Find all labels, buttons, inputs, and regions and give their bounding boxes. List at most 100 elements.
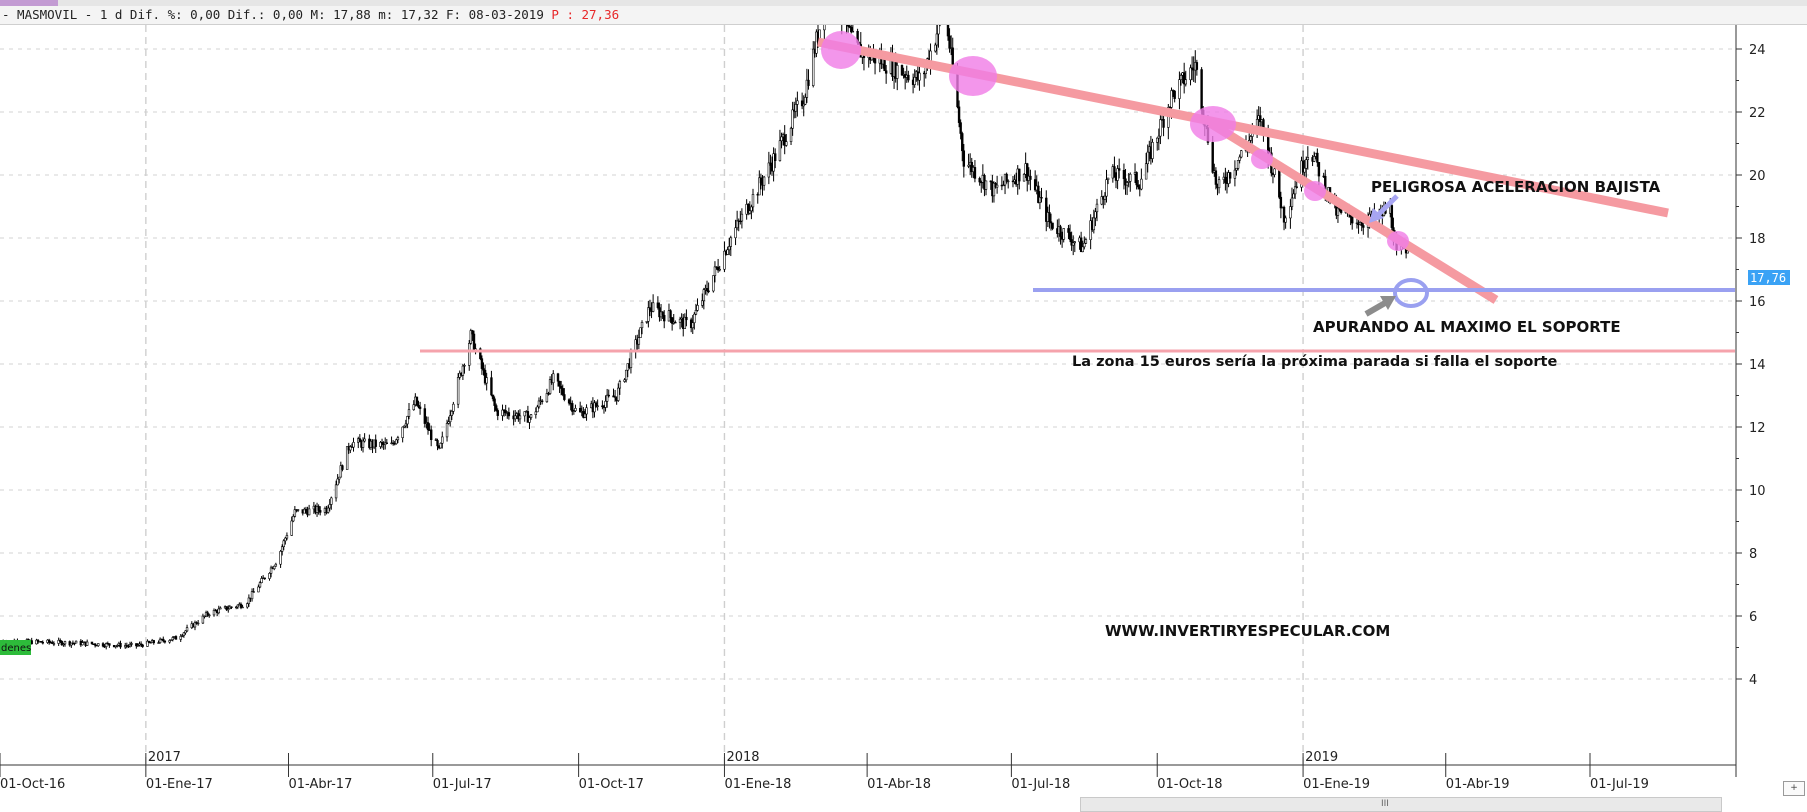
candle-body	[246, 603, 249, 608]
candle-body	[293, 509, 297, 517]
candle-body	[935, 33, 939, 46]
candle-body	[193, 622, 197, 628]
candle-body	[1279, 196, 1283, 209]
candle-body	[1168, 106, 1172, 109]
candle-body	[260, 578, 263, 584]
candle-body	[989, 180, 992, 183]
candle-body	[701, 300, 704, 306]
year-label: 2019	[1305, 750, 1338, 765]
candle-body	[1278, 168, 1281, 198]
y-tick-label: 8	[1749, 547, 1757, 562]
candle-body	[791, 109, 794, 129]
x-tick-label: 01-Ene-17	[146, 777, 213, 792]
y-tick-label: 16	[1749, 295, 1766, 310]
candle-body	[1129, 173, 1132, 182]
candle-body	[637, 337, 641, 345]
candle-body	[807, 79, 810, 86]
y-tick-label: 4	[1749, 673, 1757, 688]
candle-body	[456, 377, 460, 405]
candle-body	[59, 640, 62, 642]
candle-body	[119, 642, 122, 648]
candle-body	[1124, 178, 1127, 186]
candle-body	[1100, 196, 1103, 205]
candle-body	[496, 410, 499, 416]
candle-body	[258, 582, 262, 588]
candle-body	[656, 302, 660, 308]
candle-body	[735, 220, 739, 229]
candle-body	[1022, 174, 1026, 182]
candle-body	[290, 520, 293, 536]
candle-body	[257, 586, 260, 593]
candle-body	[574, 407, 577, 412]
candle-body	[1156, 137, 1159, 143]
candle-body	[748, 210, 752, 214]
candle-body	[518, 415, 522, 420]
candle-body	[805, 79, 809, 98]
candle-body	[219, 607, 222, 610]
horizontal-scrollbar[interactable]: III	[1080, 797, 1722, 812]
candle-body	[559, 386, 563, 389]
candle-body	[471, 330, 474, 335]
candle-body	[804, 97, 807, 105]
candle-body	[328, 504, 331, 509]
candle-body	[1029, 175, 1032, 180]
candle-body	[970, 161, 973, 172]
candle-body	[1081, 246, 1084, 253]
price-chart[interactable]: 468101214161820222426 01-Oct-1601-Ene-17…	[0, 25, 1807, 795]
scrollbar-grip[interactable]: III	[1381, 799, 1389, 809]
candle-body	[962, 150, 966, 167]
overlays	[420, 31, 1735, 353]
candle-body	[494, 405, 498, 411]
x-tick-label: 01-Jul-18	[1011, 777, 1070, 792]
candle-body	[1259, 115, 1262, 123]
candle-body	[441, 436, 444, 444]
candle-body	[1190, 67, 1194, 70]
candle-body	[504, 410, 507, 414]
website-watermark: WWW.INVERTIRYESPECULAR.COM	[1105, 622, 1390, 640]
candle-body	[1240, 150, 1243, 158]
candle-body	[284, 537, 287, 542]
candle-body	[146, 640, 149, 647]
candle-body	[1157, 135, 1161, 139]
candle-body	[529, 414, 533, 418]
peak-marker	[1304, 181, 1326, 201]
candle-body	[349, 446, 352, 451]
candle-body	[683, 316, 687, 329]
candle-body	[1317, 162, 1321, 177]
candle-body	[90, 641, 94, 645]
candle-body	[480, 358, 484, 369]
candle-body	[583, 413, 587, 418]
candle-body	[645, 320, 648, 323]
candle-body	[1095, 203, 1099, 213]
candle-body	[900, 65, 904, 76]
zoom-toggle[interactable]: +	[1783, 781, 1805, 796]
candle-body	[846, 25, 850, 27]
candle-body	[418, 406, 422, 409]
candle-body	[773, 153, 777, 161]
candle-body	[63, 641, 67, 645]
candle-body	[401, 426, 404, 438]
candle-body	[802, 103, 805, 107]
candle-body	[772, 153, 775, 172]
candle-body	[796, 100, 799, 105]
candle-body	[1284, 217, 1287, 223]
y-tick-label: 12	[1749, 421, 1766, 436]
candle-body	[105, 643, 108, 648]
candle-body	[171, 637, 174, 641]
candle-body	[851, 30, 855, 33]
window-tab[interactable]	[0, 0, 58, 6]
candle-body	[147, 640, 151, 643]
candle-body	[1249, 136, 1252, 141]
candle-body	[918, 72, 921, 81]
candle-body	[604, 400, 607, 408]
candle-body	[1113, 166, 1116, 178]
candle-body	[1301, 160, 1305, 173]
candle-body	[740, 213, 744, 222]
candle-body	[1103, 195, 1107, 200]
candle-body	[934, 44, 937, 52]
candle-body	[571, 403, 574, 412]
year-label: 2018	[726, 750, 759, 765]
candle-body	[567, 399, 571, 404]
candle-body	[1235, 167, 1238, 171]
